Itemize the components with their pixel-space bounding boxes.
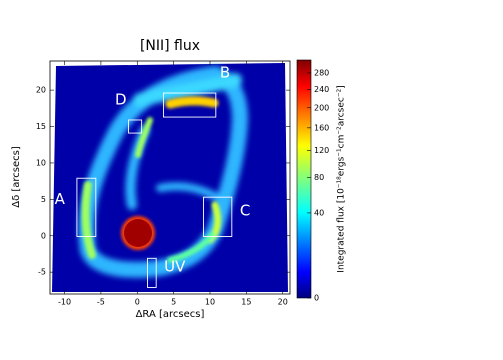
region-box: [128, 119, 143, 134]
x-tick-label: -5: [97, 298, 105, 307]
colorbar-tick-label: 240: [314, 85, 329, 94]
region-label: B: [220, 64, 230, 82]
flux-map: [52, 63, 288, 292]
region-box: [203, 196, 233, 237]
colorbar-tick-label: 40: [314, 208, 324, 217]
y-tick-label: -5: [38, 268, 46, 277]
y-axis-label: Δδ [arcsecs]: [11, 146, 22, 208]
region-label: D: [115, 90, 127, 108]
y-tick-label: 5: [41, 195, 46, 204]
colorbar-tick-label: 80: [314, 173, 324, 182]
colorbar-tick-label: 0: [314, 294, 319, 303]
title: [NII] flux: [140, 38, 200, 54]
x-tick-label: 20: [278, 298, 288, 307]
region-box: [147, 257, 157, 288]
colorbar-tick-label: 200: [314, 103, 329, 112]
region-label: A: [55, 190, 66, 208]
x-tick-label: -10: [58, 298, 71, 307]
x-axis-label: ΔRA [arcsecs]: [136, 309, 205, 320]
colorbar-label: Integrated flux [10⁻¹⁸ergs⁻¹cm⁻²arcsec⁻²…: [337, 85, 347, 272]
y-tick-label: 20: [36, 86, 46, 95]
colorbar: [296, 59, 312, 299]
x-tick-label: 5: [171, 298, 176, 307]
x-tick-label: 0: [135, 298, 140, 307]
y-tick-label: 0: [41, 231, 46, 240]
x-tick-label: 15: [241, 298, 251, 307]
plot-frame: [49, 60, 291, 295]
colorbar-tick-label: 160: [314, 123, 329, 132]
region-box: [76, 177, 97, 237]
y-tick-label: 15: [36, 122, 46, 131]
x-tick-label: 10: [205, 298, 215, 307]
y-tick-label: 10: [36, 158, 46, 167]
region-label: C: [240, 201, 250, 219]
colorbar-tick-label: 120: [314, 146, 329, 155]
region-label: UV: [164, 257, 186, 275]
colorbar-tick-label: 280: [314, 68, 329, 77]
region-box: [163, 92, 217, 118]
